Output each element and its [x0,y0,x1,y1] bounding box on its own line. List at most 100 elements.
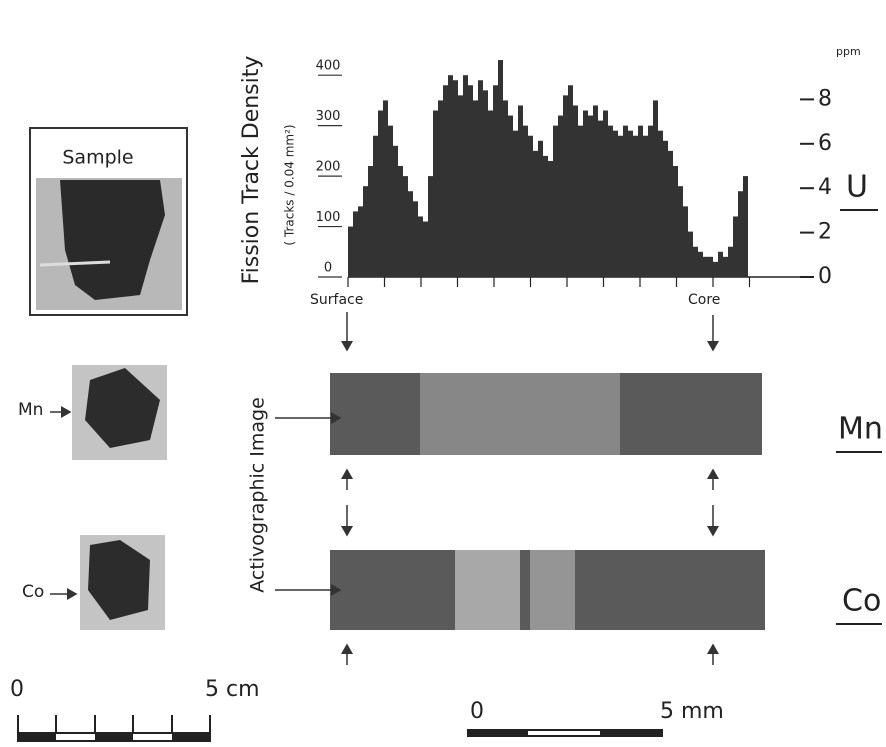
bar [638,125,643,278]
bar [473,100,478,277]
x-end-label: Core [688,292,720,308]
bar [493,85,498,277]
bar [568,85,573,277]
bar [548,160,553,277]
y-tick-label: 0 [324,261,332,276]
scale-cm-bar [17,715,211,742]
bar [468,85,473,277]
y2-tick-label: 4 [818,175,832,200]
bar [563,95,568,277]
bar [393,145,398,277]
y-tick-label: 200 [316,160,341,175]
bar [743,176,748,277]
sample-pointer [39,260,111,267]
bar [593,105,598,277]
co-small-label: Co [22,582,44,602]
bar [668,150,673,277]
bar [583,110,588,277]
bar [513,130,518,277]
bar [543,155,548,277]
bar [423,221,428,277]
bar [703,256,708,277]
bar [403,176,408,277]
bar [378,110,383,277]
bar [348,226,353,277]
bar [533,150,538,277]
bar [448,75,453,277]
bar [733,216,738,277]
bar [673,166,678,277]
bar [588,115,593,277]
co-strip-light [530,550,575,630]
sample-label: Sample [62,147,133,169]
bar [388,125,393,278]
sample-shape [60,180,165,300]
bar [658,130,663,277]
bar [523,125,528,278]
bar [428,176,433,277]
y2-tick-label: 8 [818,86,832,111]
y2-unit: ppm [836,45,861,58]
y2-tick-label: 0 [818,264,832,289]
bar [663,140,668,277]
bar [573,105,578,277]
bar [713,261,718,277]
bar [413,201,418,277]
scale-mm-bar [467,729,663,737]
bar [443,85,448,277]
bar [738,191,743,277]
mn-big-label: Mn [838,412,883,447]
bar [623,125,628,278]
bar [678,186,683,277]
bar [643,135,648,277]
bar [483,90,488,278]
guide-arrows [341,312,719,665]
bar [598,120,603,277]
scale-mm-end: 5 mm [660,699,724,724]
bar [608,125,613,278]
bar [708,256,713,277]
bar [438,100,443,277]
bar [368,166,373,277]
bar [538,140,543,277]
bar [353,211,358,277]
bar [498,60,503,277]
mn-strip-light [420,373,620,455]
bar [528,135,533,277]
bar [653,100,658,277]
bar [433,110,438,277]
bar [578,125,583,278]
bar [618,135,623,277]
y2-tick-label: 2 [818,220,832,245]
scale-mm-start: 0 [470,699,484,724]
bar [383,100,388,277]
bar [698,251,703,277]
bar [693,246,698,277]
bar [718,251,723,277]
co-strip-light [455,550,520,630]
bar [453,80,458,278]
chart-subtitle: ( Tracks / 0.04 mm²) [283,124,297,245]
bar [688,231,693,277]
bar [558,115,563,277]
bar [478,80,483,278]
co-shape [88,540,150,620]
scale-cm-end: 5 cm [205,677,260,702]
bar [723,256,728,277]
bar [633,135,638,277]
bar [503,100,508,277]
bar [373,135,378,277]
y2-tick-label: 6 [818,131,832,156]
co-big-label: Co [842,584,881,619]
bar [518,105,523,277]
x-start-label: Surface [310,292,363,308]
y-tick-label: 300 [316,109,341,124]
bar [463,75,468,277]
bar [648,125,653,278]
bar [398,166,403,277]
bar [553,125,558,278]
bar [358,206,363,277]
chart-title: Fission Track Density [239,56,264,285]
sample-frame [29,127,188,316]
